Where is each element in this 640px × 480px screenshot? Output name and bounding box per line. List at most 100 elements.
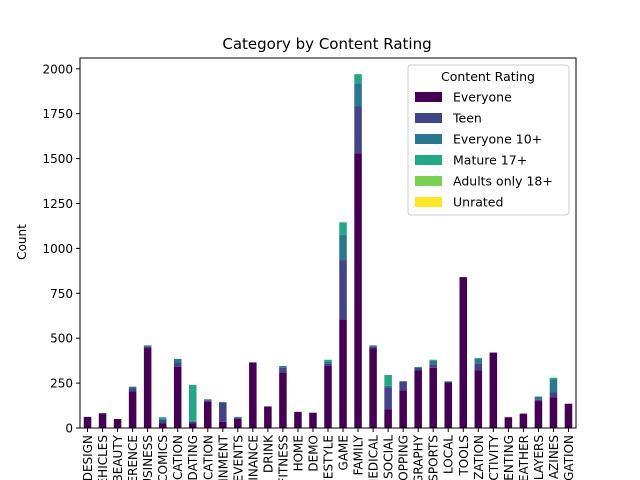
bar-entertainment-everyone (219, 421, 227, 428)
y-tick-label: 0 (65, 422, 73, 436)
legend-swatch (415, 197, 442, 207)
bar-comics-everyone-10- (158, 419, 167, 420)
legend: Content Rating Everyone Teen Everyone 10+ M… (407, 64, 570, 216)
bar-personalization-teen (474, 363, 483, 371)
bar-design-everyone (83, 416, 92, 428)
x-tick-label: BUSINESS (141, 435, 155, 480)
legend-swatch (415, 92, 442, 102)
bar-photography-teen (414, 367, 422, 371)
bar-social-mature-17- (384, 375, 392, 386)
legend-title: Content Rating (441, 69, 535, 84)
bar-reference-everyone-10- (128, 386, 137, 389)
legend-swatch (415, 113, 442, 123)
x-tick-label: LIFESTYLE (322, 435, 336, 480)
bar-family-teen (354, 106, 362, 154)
bar-fitness-teen (279, 367, 287, 373)
bar-productivity-everyone (489, 352, 498, 428)
bar-vehicles-everyone (98, 413, 107, 428)
bar-lifestyle-everyone (324, 366, 332, 428)
x-axis: DESIGN VEHICLES BEAUTY REFERENCE BUSINESS COM… (81, 428, 576, 480)
x-tick-label: SOCIAL (382, 435, 396, 479)
bar-dating-everyone (188, 423, 197, 428)
y-tick-label: 1000 (42, 242, 73, 256)
legend-label: Everyone 10+ (453, 132, 542, 147)
y-tick-label: 1750 (42, 107, 73, 121)
bar-sports-everyone-10- (429, 360, 437, 365)
bar-dating-everyone-10- (188, 420, 197, 422)
bar-events-everyone (234, 418, 242, 428)
bar-drink-everyone (264, 406, 272, 428)
x-tick-label: VIDEO_PLAYERS (532, 435, 546, 480)
y-axis: 0 250 500 750 1000 1250 1500 1750 2000 (42, 62, 80, 436)
legend-label: Adults only 18+ (453, 174, 553, 189)
bar-news_and_magazines-mature-17- (549, 377, 558, 380)
bar-medical-everyone (369, 348, 377, 428)
y-tick-label: 250 (50, 377, 73, 391)
x-tick-label: REFERENCE (126, 435, 140, 480)
y-axis-label: Count (15, 224, 29, 260)
bar-home-everyone (294, 411, 302, 428)
x-tick-label: PERSONALIZATION (472, 435, 486, 480)
x-tick-label: EDUCATION (201, 435, 215, 480)
bar-personalization-everyone-10- (474, 358, 483, 364)
bar-entertainment-everyone-10- (219, 401, 227, 403)
bars-group (83, 74, 573, 428)
bar-social-everyone (384, 409, 392, 428)
x-tick-label: DESIGN (81, 435, 95, 480)
legend-swatch (415, 134, 442, 144)
bar-education-teen (204, 400, 212, 402)
bar-family-everyone (354, 153, 362, 428)
bar-news_and_magazines-teen (549, 392, 558, 398)
x-tick-label: DEMO (306, 435, 320, 472)
bar-game-mature-17- (339, 222, 347, 235)
bar-local-everyone-10- (444, 381, 452, 383)
bar-personalization-mature-17- (474, 357, 483, 359)
y-tick-label: 1250 (42, 197, 73, 211)
bar-reference-teen (128, 388, 137, 392)
bar-shopping-everyone (399, 390, 407, 428)
legend-box (407, 64, 570, 216)
x-tick-label: WEATHER (517, 435, 531, 480)
bar-education-everyone-10- (204, 399, 212, 401)
x-tick-label: ENTERTAINMENT (216, 434, 230, 480)
legend-label: Unrated (453, 195, 503, 210)
bar-news_and_magazines-everyone-10- (549, 379, 558, 393)
legend-swatch (415, 176, 442, 186)
x-tick-label: EVENTS (231, 435, 245, 480)
bar-lifestyle-mature-17- (324, 359, 332, 362)
x-tick-label: NAVIGATION (562, 435, 576, 480)
bar-photography-everyone-10- (414, 366, 422, 368)
x-tick-label: SPORTS (427, 435, 441, 480)
y-tick-label: 500 (50, 332, 73, 346)
bar-demo-everyone (309, 412, 317, 428)
bar-news_and_magazines-everyone (549, 397, 558, 428)
bar-navigation-everyone (564, 403, 573, 428)
x-tick-label: EDUCATION (171, 435, 185, 480)
bar-video_players-teen (534, 399, 543, 402)
bar-sports-teen (429, 364, 437, 368)
bar-weather-everyone (519, 413, 528, 428)
bar-local-everyone (444, 382, 452, 428)
bar-personalization-everyone (474, 370, 483, 428)
bar-lifestyle-teen (324, 363, 332, 367)
bar-education-everyone-10- (173, 358, 182, 363)
x-tick-label: DATING (186, 435, 200, 480)
bar-sports-mature-17- (429, 359, 437, 361)
x-tick-label: TOOLS (457, 435, 471, 477)
y-tick-label: 2000 (42, 62, 73, 76)
bar-business-everyone-10- (143, 345, 152, 347)
bar-education-everyone (173, 366, 182, 428)
bar-game-everyone (339, 319, 347, 428)
bar-entertainment-teen (219, 402, 227, 422)
bar-events-everyone-10- (234, 416, 242, 418)
bar-video_players-everyone-10- (534, 396, 543, 400)
x-tick-label: DRINK (261, 434, 275, 473)
x-tick-label: COMICS (156, 435, 170, 480)
legend-items: Everyone Teen Everyone 10+ Mature 17+ Adults… (415, 90, 553, 210)
bar-video_players-everyone (534, 401, 543, 428)
x-tick-label: FINANCE (246, 435, 260, 480)
bar-tools-everyone (459, 277, 468, 428)
bar-business-everyone (143, 348, 152, 428)
x-tick-label: MEDICAL (367, 435, 381, 480)
